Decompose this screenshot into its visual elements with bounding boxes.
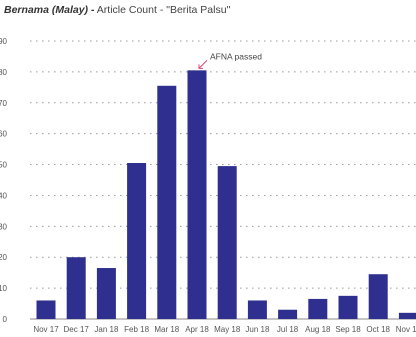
x-tick-label: Oct 18: [366, 325, 390, 334]
bar: [217, 166, 237, 319]
bar: [247, 300, 267, 319]
bar: [398, 312, 416, 319]
annotation-arrow-line: [198, 59, 208, 69]
x-tick-label: Jul 18: [277, 325, 299, 334]
y-axis-ticks: 0 10 20 30 40 50 60 70 80 90: [0, 37, 8, 324]
x-tick-label: Sep 18: [335, 325, 361, 334]
chart-title-bold: Bernama (Malay) -: [4, 4, 95, 16]
bar: [96, 268, 116, 319]
annotation-arrow-head: [198, 64, 203, 69]
bar: [368, 274, 388, 319]
annotation-label: AFNA passed: [210, 51, 262, 61]
bar: [308, 298, 328, 319]
bar: [278, 309, 298, 319]
x-tick-label: May 18: [214, 325, 241, 334]
x-tick-label: Dec 17: [64, 325, 90, 334]
x-tick-label: Nov 17: [33, 325, 59, 334]
bar: [157, 85, 177, 320]
y-tick-label: 60: [0, 130, 8, 139]
y-tick-label: 80: [0, 68, 8, 77]
y-tick-label: 10: [0, 284, 8, 293]
x-tick-label: Nov 18: [396, 325, 416, 334]
y-tick-label: 20: [0, 253, 8, 262]
x-axis-ticks: Nov 17 Dec 17 Jan 18 Feb 18 Mar 18 Apr 18 May …: [33, 325, 416, 334]
bar: [338, 295, 358, 319]
y-tick-label: 90: [0, 37, 8, 46]
x-tick-label: Jan 18: [94, 325, 119, 334]
chart-title-rest: Article Count - "Berita Palsu": [94, 4, 231, 16]
chart-title: Bernama (Malay) - Article Count - "Berit…: [4, 4, 230, 16]
y-tick-label: 70: [0, 99, 8, 108]
x-tick-label: Feb 18: [124, 325, 149, 334]
bar: [66, 257, 86, 319]
bar: [187, 70, 207, 319]
x-tick-label: Apr 18: [185, 325, 209, 334]
bars: [36, 70, 416, 320]
y-tick-label: 30: [0, 222, 8, 231]
bar: [127, 163, 147, 319]
y-tick-label: 0: [3, 315, 8, 324]
y-tick-label: 40: [0, 191, 8, 200]
x-tick-label: Aug 18: [305, 325, 331, 334]
bar: [36, 300, 56, 319]
x-tick-label: Jun 18: [245, 325, 270, 334]
annotation: AFNA passed: [198, 51, 262, 69]
x-tick-label: Mar 18: [154, 325, 179, 334]
y-tick-label: 50: [0, 161, 8, 170]
